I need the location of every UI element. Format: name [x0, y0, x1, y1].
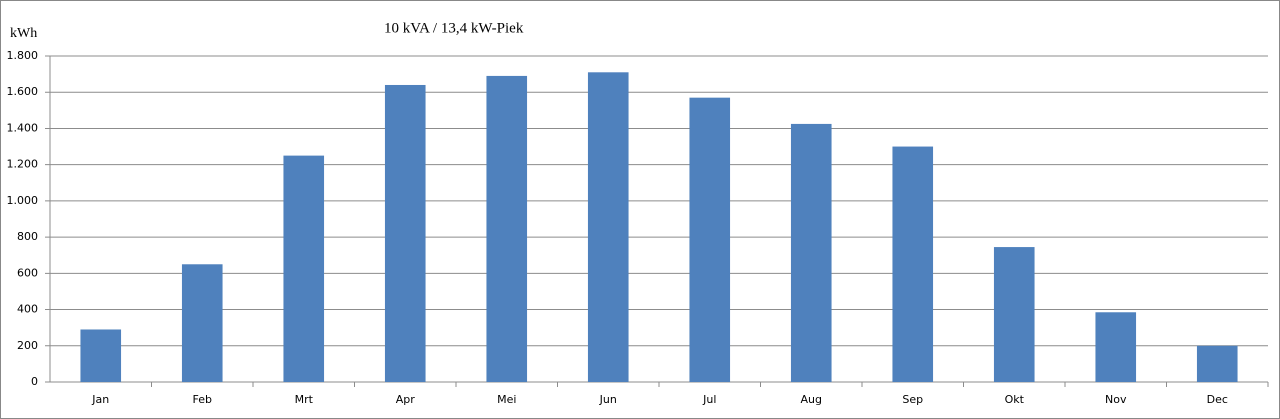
bar	[384, 84, 426, 382]
bar	[1095, 312, 1137, 382]
x-tick-label: Jan	[91, 393, 109, 406]
bar	[892, 146, 934, 382]
bar	[181, 264, 223, 382]
bar	[790, 123, 832, 383]
bar	[283, 155, 325, 382]
x-tick-label: Mei	[497, 393, 516, 406]
y-tick-label: 400	[17, 303, 38, 316]
bar	[993, 247, 1035, 382]
x-tick-label: Okt	[1005, 393, 1025, 406]
bar	[1196, 345, 1238, 382]
x-tick-label: Jun	[599, 393, 617, 406]
y-tick-label: 1.000	[7, 194, 39, 207]
bar	[587, 72, 629, 383]
x-tick-label: Sep	[902, 393, 923, 406]
x-tick-label: Aug	[801, 393, 822, 406]
bar	[689, 97, 731, 383]
y-tick-label: 0	[31, 375, 38, 388]
bar	[80, 329, 122, 382]
y-tick-label: 1.400	[7, 121, 39, 134]
x-tick-label: Apr	[396, 393, 416, 406]
y-axis-label: kWh	[10, 26, 37, 41]
y-tick-label: 1.800	[7, 49, 39, 62]
bar	[486, 75, 528, 382]
x-tick-label: Jul	[702, 393, 716, 406]
y-tick-label: 1.600	[7, 85, 39, 98]
y-tick-label: 600	[17, 266, 38, 279]
chart-title: 10 kVA / 13,4 kW-Piek	[384, 20, 524, 36]
y-tick-label: 800	[17, 230, 38, 243]
x-tick-label: Dec	[1207, 393, 1228, 406]
y-tick-label: 1.200	[7, 158, 39, 171]
y-tick-label: 200	[17, 339, 38, 352]
x-tick-label: Mrt	[295, 393, 314, 406]
x-tick-label: Feb	[193, 393, 212, 406]
x-tick-label: Nov	[1105, 393, 1127, 406]
